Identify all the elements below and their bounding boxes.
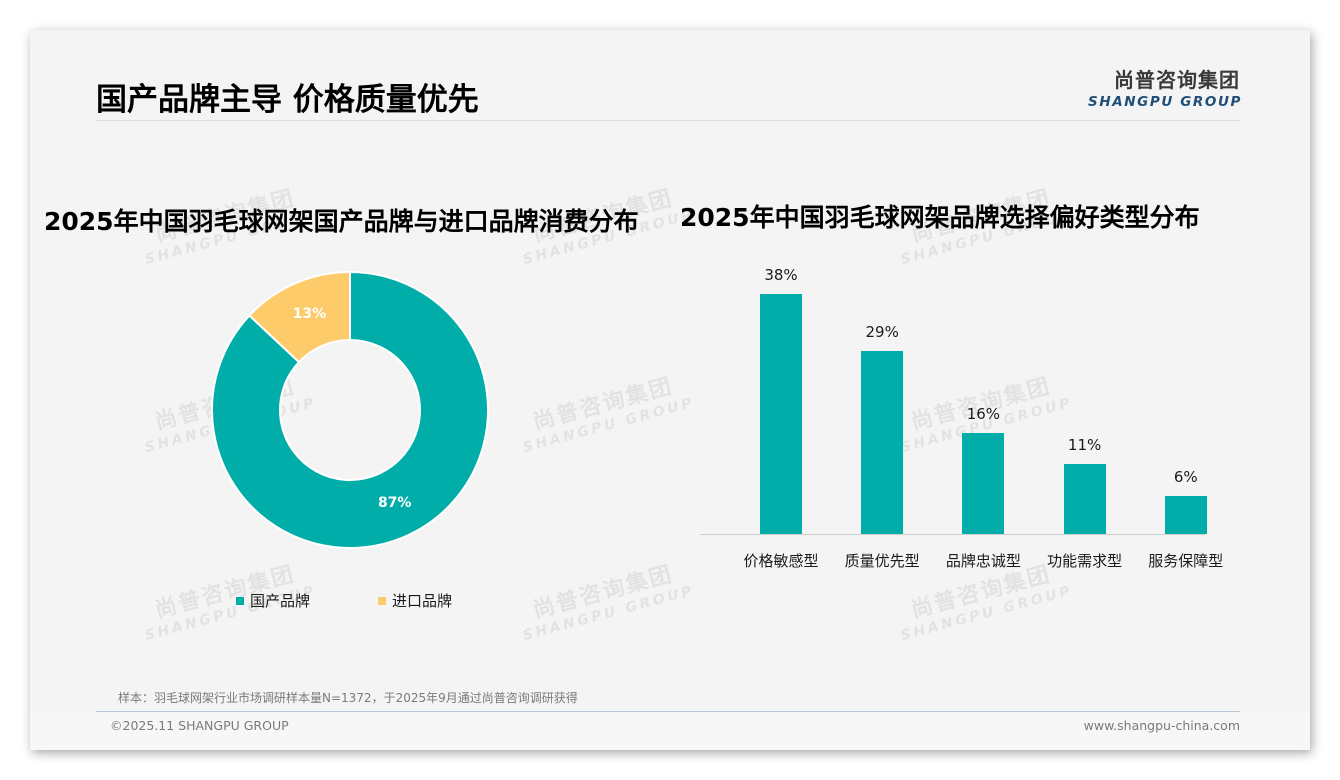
legend-swatch-imported — [378, 596, 387, 605]
donut-chart-title: 2025年中国羽毛球网架国产品牌与进口品牌消费分布 — [44, 207, 639, 236]
bar-category-label: 价格敏感型 — [743, 552, 819, 570]
bar-value-label: 11% — [1067, 436, 1102, 455]
company-logo: 尚普咨询集团 SHANGPU GROUP — [1088, 64, 1240, 110]
bar — [962, 432, 1005, 534]
bar-chart-title: 2025年中国羽毛球网架品牌选择偏好类型分布 — [680, 203, 1200, 232]
donut-chart: 87% 13% — [210, 270, 490, 550]
donut-legend: 国产品牌 进口品牌 — [236, 590, 452, 611]
website-link[interactable]: www.shangpu-china.com — [1083, 718, 1240, 733]
bar-value-label: 38% — [764, 265, 798, 284]
bar-category-label: 品牌忠诚型 — [945, 552, 1021, 570]
donut-slice — [211, 270, 489, 549]
bar — [1164, 496, 1207, 534]
watermark: 尚普咨询集团 SHANGPU GROUP — [521, 561, 697, 645]
bar-category-label: 质量优先型 — [844, 552, 920, 570]
logo-en-text: SHANGPU GROUP — [1088, 94, 1243, 110]
logo-cn-text: 尚普咨询集团 — [1114, 68, 1240, 92]
legend-item-domestic: 国产品牌 — [236, 590, 310, 611]
footer-divider — [96, 711, 1240, 712]
donut-label-imported: 13% — [292, 305, 327, 322]
slide: 尚普咨询集团 SHANGPU GROUP 尚普咨询集团 SHANGPU GROU… — [30, 30, 1310, 750]
source-note: 样本：羽毛球网架行业市场调研样本量N=1372，于2025年9月通过尚普咨询调研… — [118, 691, 578, 705]
legend-item-imported: 进口品牌 — [378, 590, 452, 611]
bar — [760, 293, 802, 534]
donut-label-domestic: 87% — [377, 495, 412, 512]
bar — [1063, 464, 1106, 534]
legend-label: 国产品牌 — [250, 592, 311, 610]
copyright-text: ©2025.11 SHANGPU GROUP — [110, 718, 289, 733]
x-axis-line — [700, 534, 1205, 535]
watermark: 尚普咨询集团 SHANGPU GROUP — [521, 373, 697, 457]
donut-svg — [211, 270, 489, 549]
header-divider — [96, 120, 1240, 121]
bar-category-label: 服务保障型 — [1148, 552, 1224, 570]
bar-category-label: 功能需求型 — [1047, 552, 1123, 570]
page-title: 国产品牌主导 价格质量优先 — [96, 82, 479, 118]
bar — [861, 350, 904, 534]
legend-swatch-domestic — [236, 596, 244, 605]
bar-value-label: 16% — [966, 404, 1001, 423]
footer-band — [30, 712, 1310, 750]
bar-value-label: 29% — [865, 322, 899, 341]
donut-slice — [247, 270, 351, 364]
bar-value-label: 6% — [1173, 468, 1198, 487]
legend-label: 进口品牌 — [392, 592, 453, 610]
bar-chart: 38% 价格敏感型 29% 质量优先型 16% 品牌忠诚型 11% 功能需求型 … — [700, 260, 1223, 580]
